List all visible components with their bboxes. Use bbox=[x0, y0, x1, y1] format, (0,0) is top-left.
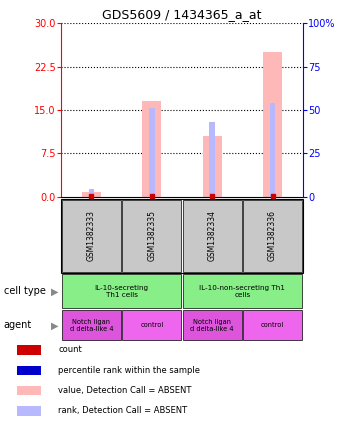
Text: rank, Detection Call = ABSENT: rank, Detection Call = ABSENT bbox=[58, 407, 188, 415]
Bar bbox=[17, 345, 41, 354]
Bar bbox=[263, 52, 282, 197]
Text: IL-10-non-secreting Th1
cells: IL-10-non-secreting Th1 cells bbox=[199, 285, 285, 298]
Bar bbox=[89, 189, 94, 197]
Text: Notch ligan
d delta-like 4: Notch ligan d delta-like 4 bbox=[70, 319, 113, 332]
Text: IL-10-secreting
Th1 cells: IL-10-secreting Th1 cells bbox=[94, 285, 149, 298]
Bar bbox=[122, 200, 181, 272]
Bar bbox=[209, 122, 215, 197]
Text: control: control bbox=[261, 322, 284, 328]
Bar bbox=[17, 386, 41, 395]
Text: GSM1382334: GSM1382334 bbox=[208, 210, 217, 261]
Text: control: control bbox=[140, 322, 163, 328]
Bar bbox=[183, 310, 242, 340]
Text: GSM1382333: GSM1382333 bbox=[87, 210, 96, 261]
Text: percentile rank within the sample: percentile rank within the sample bbox=[58, 366, 201, 375]
Text: GSM1382336: GSM1382336 bbox=[268, 210, 277, 261]
Text: GSM1382335: GSM1382335 bbox=[147, 210, 156, 261]
Bar bbox=[149, 108, 155, 197]
Bar bbox=[82, 192, 101, 197]
Bar bbox=[62, 275, 181, 308]
Bar bbox=[122, 310, 181, 340]
Bar bbox=[17, 365, 41, 375]
Text: ▶: ▶ bbox=[50, 286, 58, 297]
Text: count: count bbox=[58, 346, 82, 354]
Bar bbox=[62, 200, 121, 272]
Text: ▶: ▶ bbox=[50, 320, 58, 330]
Text: agent: agent bbox=[4, 320, 32, 330]
Bar bbox=[142, 102, 161, 197]
Title: GDS5609 / 1434365_a_at: GDS5609 / 1434365_a_at bbox=[102, 8, 262, 21]
Bar bbox=[17, 406, 41, 416]
Bar bbox=[243, 200, 302, 272]
Text: cell type: cell type bbox=[4, 286, 46, 297]
Bar bbox=[243, 310, 302, 340]
Bar bbox=[62, 310, 121, 340]
Bar bbox=[270, 103, 275, 197]
Text: Notch ligan
d delta-like 4: Notch ligan d delta-like 4 bbox=[190, 319, 234, 332]
Bar bbox=[183, 275, 302, 308]
Bar bbox=[183, 200, 242, 272]
Bar bbox=[203, 136, 222, 197]
Text: value, Detection Call = ABSENT: value, Detection Call = ABSENT bbox=[58, 386, 192, 395]
